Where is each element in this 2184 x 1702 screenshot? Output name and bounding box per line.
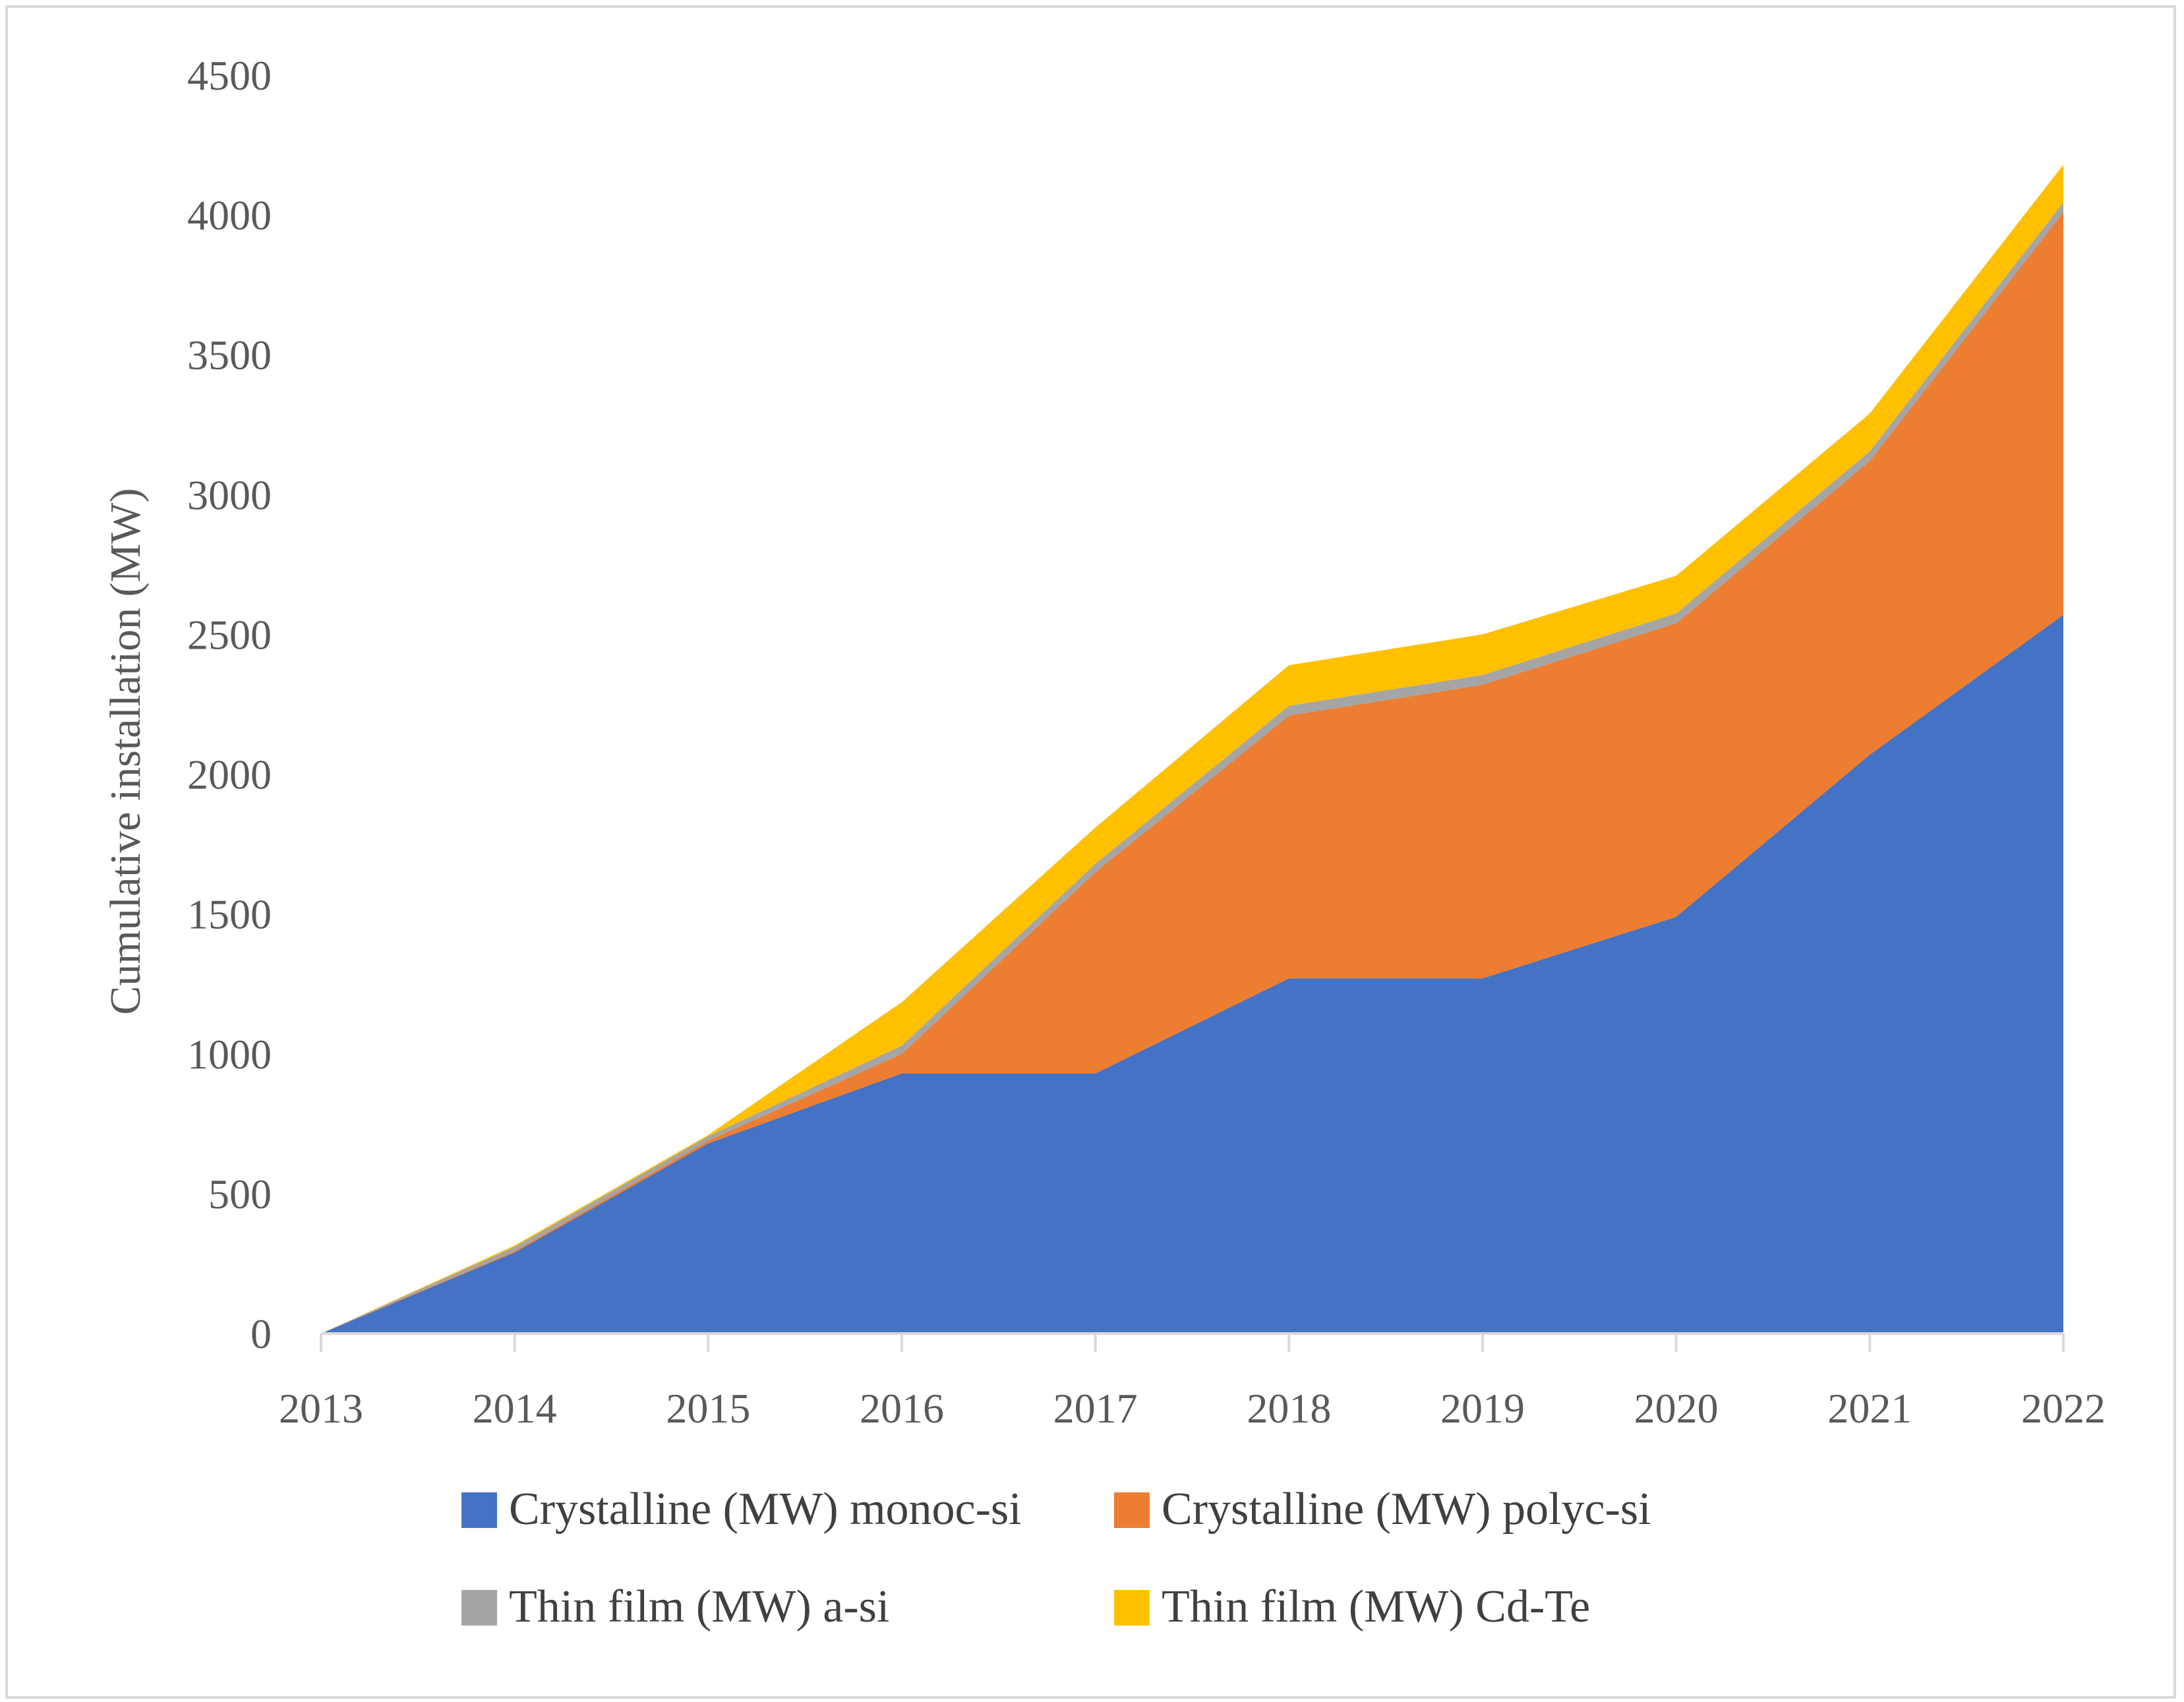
- legend-label: Crystalline (MW) monoc-si: [509, 1484, 1022, 1535]
- chart-svg: 0 500 1000 1500 2000 2500 3000 3500 4000 4500 2013…: [102, 52, 2106, 1632]
- x-tick-label: 2019: [1440, 1385, 1525, 1432]
- x-tick-label: 2015: [666, 1385, 750, 1432]
- legend-label: Crystalline (MW) polyc-si: [1162, 1484, 1651, 1535]
- area-series-2: [321, 212, 2063, 1334]
- x-tick-label: 2018: [1247, 1385, 1331, 1432]
- y-tick-label: 2500: [187, 611, 272, 658]
- y-tick-label: 500: [208, 1171, 272, 1218]
- y-tick-label: 3500: [187, 332, 272, 378]
- y-axis-label: Cumulative installation (MW): [102, 488, 150, 1014]
- tick-labels: 0 500 1000 1500 2000 2500 3000 3500 4000 4500 2013…: [187, 52, 2106, 1432]
- chart-frame: 0 500 1000 1500 2000 2500 3000 3500 4000 4500 2013…: [5, 5, 2176, 1699]
- y-tick-label: 0: [251, 1310, 272, 1357]
- x-tick-label: 2013: [279, 1385, 363, 1432]
- x-tick-label: 2020: [1634, 1385, 1719, 1432]
- y-tick-label: 1000: [187, 1031, 272, 1078]
- x-tick-label: 2017: [1053, 1385, 1138, 1432]
- x-tick-label: 2022: [2021, 1385, 2106, 1432]
- legend-swatch: [461, 1590, 497, 1626]
- y-tick-label: 4000: [187, 192, 272, 239]
- legend-swatch: [1114, 1590, 1150, 1626]
- y-tick-label: 2000: [187, 751, 272, 798]
- area-series-4: [321, 164, 2063, 1334]
- y-tick-label: 1500: [187, 891, 272, 938]
- legend-swatch: [1114, 1492, 1150, 1528]
- x-tick-label: 2021: [1827, 1385, 1912, 1432]
- area-series-1: [321, 614, 2063, 1334]
- axes: [320, 1332, 2065, 1352]
- x-tick-label: 2016: [860, 1385, 944, 1432]
- y-tick-label: 4500: [187, 52, 272, 99]
- x-tick-label: 2014: [473, 1385, 557, 1432]
- legend-label: Thin film (MW) Cd-Te: [1162, 1581, 1590, 1632]
- legend-swatch: [461, 1492, 497, 1528]
- area-layers: [321, 164, 2063, 1334]
- y-tick-label: 3000: [187, 471, 272, 518]
- legend-label: Thin film (MW) a-si: [509, 1581, 889, 1632]
- legend: Crystalline (MW) monoc-si Crystalline (MW…: [461, 1484, 1651, 1632]
